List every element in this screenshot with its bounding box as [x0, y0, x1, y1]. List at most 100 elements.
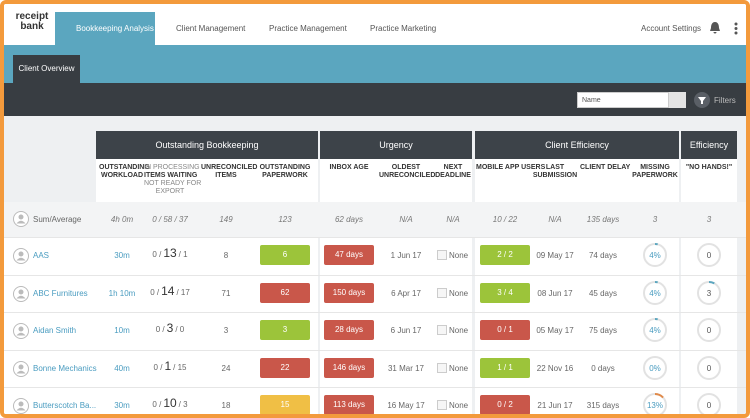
client-name[interactable]: Bonne Mechanics	[33, 363, 97, 373]
logo[interactable]: receipt bank	[14, 12, 50, 32]
active-tab-bg	[55, 12, 155, 45]
column-header: NEXT DEADLINE	[433, 164, 473, 180]
deadline-checkbox	[437, 287, 447, 298]
progress-ring	[643, 280, 667, 305]
row-divider	[4, 274, 746, 276]
client-name[interactable]: AAS	[33, 251, 50, 260]
client-delay: 74 days	[588, 251, 618, 260]
workload: 30m	[114, 251, 130, 260]
app-users-badge: 1 / 1	[480, 357, 530, 378]
next-deadline: None	[449, 363, 469, 373]
column-header: OLDEST UNRECONCILED	[379, 164, 435, 180]
column-header-line: SUBMISSION	[532, 172, 578, 179]
summary-cell: N/A	[548, 215, 562, 224]
client-name[interactable]: Aidan Smith	[33, 326, 77, 335]
column-header-line: LAST	[545, 164, 565, 171]
last-submission: 22 Nov 16	[536, 363, 574, 373]
items-part: 13	[163, 246, 177, 260]
top-nav: receipt bank Bookkeeping Analysis Client…	[4, 4, 746, 45]
bell-icon[interactable]	[710, 22, 720, 34]
items-part: 0 /	[153, 362, 163, 372]
filter-button[interactable]: Filters	[714, 96, 736, 105]
client-name[interactable]: ABC Furnitures	[33, 288, 88, 298]
avatar	[13, 285, 29, 302]
column-header-line: OLDEST	[391, 164, 421, 171]
oldest-unreconciled: 1 Jun 17	[390, 251, 422, 260]
column-header-line: "NO HANDS!"	[685, 164, 733, 171]
progress-ring	[697, 318, 721, 342]
column-header: LAST SUBMISSION	[532, 164, 578, 180]
column-header-line: OUTSTANDING	[99, 164, 150, 171]
nav-tab[interactable]: Practice Management	[269, 24, 347, 33]
no-hands: 0	[706, 401, 712, 410]
menu-icon[interactable]	[734, 22, 738, 35]
oldest-unreconciled: 31 Mar 17	[387, 363, 425, 373]
client-delay: 0 days	[591, 363, 615, 373]
search-input[interactable]: Name	[577, 92, 669, 108]
workload: 40m	[114, 363, 130, 373]
items-part: / 15	[173, 362, 187, 372]
column-header: CLIENT DELAY	[580, 164, 630, 172]
progress-ring	[697, 393, 721, 414]
nav-tab[interactable]: Bookkeeping Analysis	[76, 24, 154, 33]
summary-cell: N/A	[446, 215, 460, 224]
search-button[interactable]	[669, 92, 686, 108]
no-hands: 3	[706, 288, 712, 298]
inbox-age-badge: 146 days	[324, 357, 374, 378]
inbox-age-badge: 47 days	[324, 245, 374, 265]
row-divider	[4, 312, 746, 313]
progress-ring	[643, 243, 667, 267]
summary-cell: 4h 0m	[110, 215, 134, 224]
avatar	[13, 323, 29, 339]
nav-tab[interactable]: Practice Marketing	[370, 24, 437, 33]
column-header-line: IN PROCESSING	[144, 164, 200, 171]
items-part: / 3	[178, 400, 188, 409]
column-header-line: ITEMS	[215, 172, 237, 179]
progress-ring	[643, 393, 667, 414]
paperwork-badge: 6	[260, 245, 310, 265]
column-header: MISSING PAPERWORK	[632, 164, 678, 180]
summary-cell: 149	[219, 215, 233, 224]
avatar	[13, 398, 29, 414]
progress-ring	[643, 318, 667, 342]
summary-cell: N/A	[399, 215, 413, 224]
no-hands: 0	[706, 326, 712, 335]
items-part: 3	[166, 321, 174, 335]
column-header-line: ITEMS WAITING	[144, 172, 198, 179]
next-deadline: None	[449, 251, 469, 260]
unreconciled: 18	[221, 401, 231, 410]
workload: 30m	[114, 401, 130, 410]
last-submission: 21 Jun 17	[537, 401, 573, 410]
deadline-checkbox	[437, 325, 447, 335]
inbox-age-badge: 150 days	[324, 282, 374, 303]
paperwork-badge: 3	[260, 320, 310, 340]
filter-icon[interactable]	[694, 92, 710, 108]
items-part: 14	[161, 283, 175, 298]
summary-cell: 62 days	[334, 215, 364, 224]
missing-paperwork: 4%	[649, 288, 661, 298]
unreconciled: 8	[223, 251, 229, 260]
inbox-age-badge: 113 days	[324, 395, 374, 414]
sub-tab[interactable]: Client Overview	[13, 55, 80, 83]
avatar	[13, 211, 29, 227]
items-part: / 17	[176, 287, 190, 297]
group-header: Efficiency	[681, 131, 737, 159]
workload: 10m	[114, 326, 130, 335]
column-header-line: NEXT	[443, 164, 463, 171]
items-part: 0 /	[152, 250, 162, 259]
summary-cell: 135 days	[586, 215, 620, 224]
nav-tab[interactable]: Client Management	[176, 24, 246, 33]
column-header-line: WORKLOAD	[101, 172, 143, 179]
column-header: OUTSTANDING PAPERWORK	[258, 164, 312, 180]
unreconciled: 71	[221, 288, 231, 298]
progress-ring	[697, 355, 721, 380]
missing-paperwork: 4%	[649, 326, 661, 335]
account-link[interactable]: Account Settings	[641, 24, 702, 33]
logo-line: receipt	[15, 11, 49, 22]
progress-ring	[697, 280, 721, 305]
client-name[interactable]: Butterscotch Ba...	[33, 401, 97, 410]
column-header: "NO HANDS!"	[683, 164, 735, 172]
summary-cell: 0 / 58 / 37	[152, 215, 188, 224]
items-part: 10	[163, 396, 177, 410]
